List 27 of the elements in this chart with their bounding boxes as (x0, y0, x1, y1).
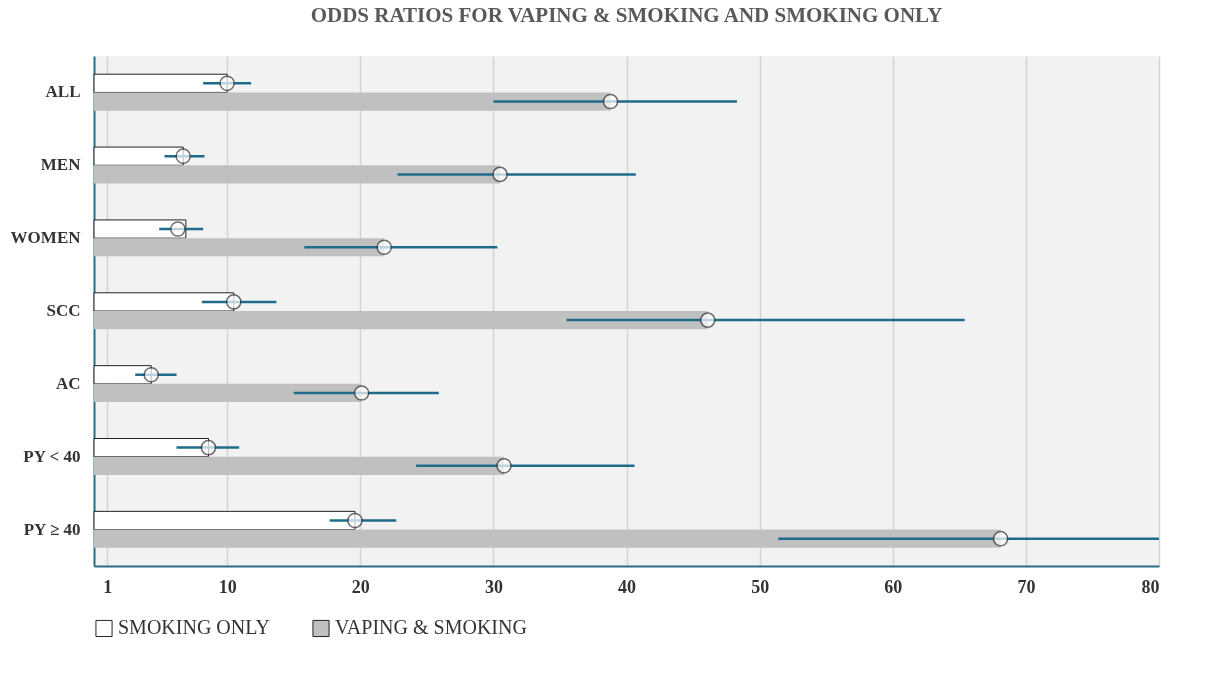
y-tick-label: WOMEN (10, 228, 82, 248)
x-tick-label: 80 (1141, 576, 1160, 597)
y-tick-label: AC (55, 373, 81, 393)
x-tick-label: 50 (751, 576, 770, 597)
chart-title: ODDS RATIOS FOR VAPING & SMOKING AND SMOKING ONLY (310, 3, 943, 27)
bar (94, 311, 708, 330)
bar (93, 219, 187, 239)
x-tick-label: 40 (618, 576, 636, 597)
x-tick-label: 1 (103, 576, 113, 597)
bar (94, 165, 501, 184)
x-tick-label: 70 (1017, 576, 1036, 597)
x-tick-label: 10 (218, 576, 237, 597)
y-tick-label: SCC (46, 301, 81, 320)
bar (94, 238, 385, 257)
y-tick-label: PY < 40 (23, 446, 81, 466)
bar (94, 383, 362, 403)
x-tick-label: 20 (351, 576, 370, 597)
bar (94, 529, 1001, 548)
legend-label: VAPING & SMOKING (335, 616, 527, 639)
x-tick-label: 30 (484, 576, 503, 597)
y-tick-label: ALL (45, 82, 81, 102)
x-tick-label: 60 (884, 576, 903, 597)
bar (94, 456, 505, 475)
y-tick-label: MEN (40, 155, 82, 175)
bar (94, 92, 611, 111)
legend-label: SMOKING ONLY (118, 616, 270, 639)
y-tick-label: PY ≥ 40 (23, 519, 81, 539)
